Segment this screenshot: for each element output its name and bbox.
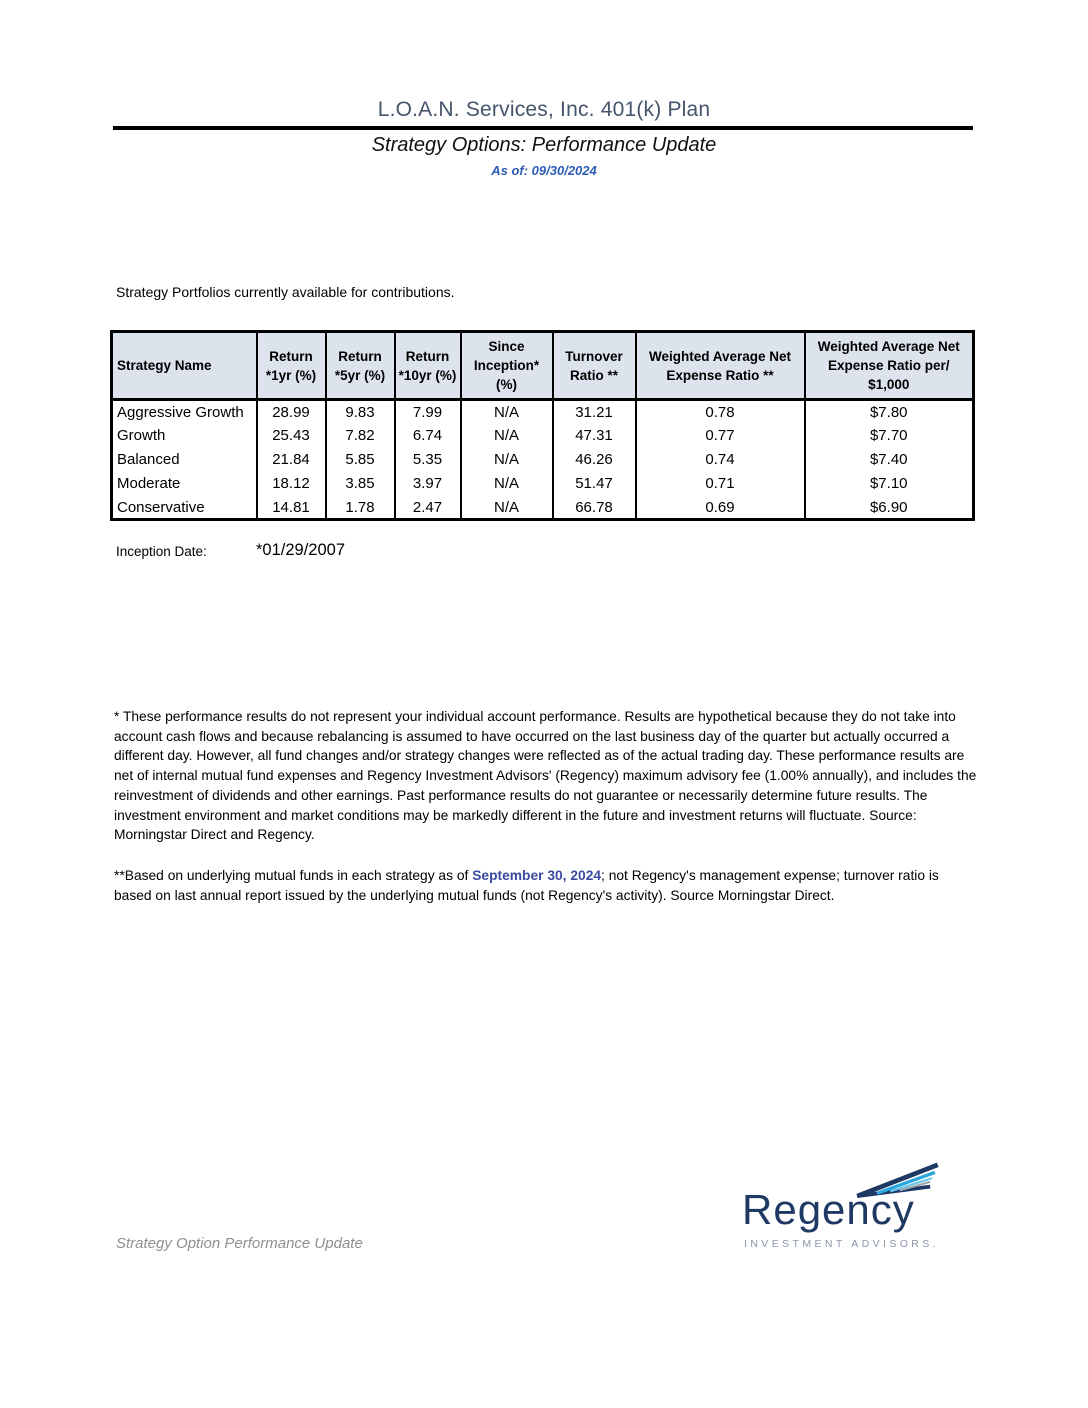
title-divider-rule <box>113 126 973 130</box>
footnote-2-prefix: **Based on underlying mutual funds in ea… <box>114 868 473 883</box>
as-of-date: As of: 09/30/2024 <box>491 163 597 178</box>
weighted-avg-ner-per-1000-cell: $6.90 <box>803 495 975 520</box>
since-inception-cell: N/A <box>459 447 554 472</box>
page-title: L.O.A.N. Services, Inc. 401(k) Plan <box>377 98 711 121</box>
strategy-name-cell: Aggressive Growth <box>110 399 258 424</box>
weighted-avg-ner-cell: 0.69 <box>634 495 806 520</box>
column-header-return-1yr: Return *1yr (%) <box>255 331 327 402</box>
return-1yr-cell: 21.84 <box>255 447 327 472</box>
weighted-avg-ner-cell: 0.74 <box>634 447 806 472</box>
footnote-2-suffix: ; not Regency's management expense; turn… <box>114 868 939 903</box>
inception-date-row: Inception Date: *01/29/2007 <box>116 541 345 559</box>
logo-tagline: INVESTMENT ADVISORS. <box>744 1238 939 1250</box>
since-inception-cell: N/A <box>459 423 554 448</box>
strategy-name-cell: Growth <box>110 423 258 448</box>
column-header-weighted-avg-ner-per-1000: Weighted Average Net Expense Ratio per/ … <box>803 331 975 402</box>
table-row: Growth 25.43 7.82 6.74 N/A 47.31 0.77 $7… <box>110 423 975 448</box>
turnover-ratio-cell: 31.21 <box>551 399 637 424</box>
weighted-avg-ner-per-1000-cell: $7.70 <box>803 423 975 448</box>
since-inception-cell: N/A <box>459 471 554 496</box>
return-5yr-cell: 7.82 <box>324 423 396 448</box>
return-10yr-cell: 3.97 <box>393 471 462 496</box>
turnover-ratio-cell: 66.78 <box>551 495 637 520</box>
column-header-return-5yr: Return *5yr (%) <box>324 331 396 402</box>
page-subtitle: Strategy Options: Performance Update <box>371 134 717 156</box>
return-5yr-cell: 3.85 <box>324 471 396 496</box>
return-5yr-cell: 1.78 <box>324 495 396 520</box>
return-10yr-cell: 5.35 <box>393 447 462 472</box>
return-1yr-cell: 25.43 <box>255 423 327 448</box>
footnote-2-date: September 30, 2024 <box>472 868 602 883</box>
inception-date-label: Inception Date: <box>116 544 207 559</box>
footnote-performance-disclaimer: * These performance results do not repre… <box>114 709 977 843</box>
regency-logo: Regency INVESTMENT ADVISORS. <box>742 1160 942 1255</box>
return-1yr-cell: 18.12 <box>255 471 327 496</box>
table-header-row: Strategy Name Return *1yr (%) Return *5y… <box>110 331 975 402</box>
table-row: Moderate 18.12 3.85 3.97 N/A 51.47 0.71 … <box>110 471 975 496</box>
weighted-avg-ner-cell: 0.77 <box>634 423 806 448</box>
logo-swoosh-icon <box>856 1162 939 1198</box>
column-header-return-10yr: Return *10yr (%) <box>393 331 462 402</box>
table-row: Conservative 14.81 1.78 2.47 N/A 66.78 0… <box>110 495 975 520</box>
column-header-weighted-avg-ner: Weighted Average Net Expense Ratio ** <box>634 331 806 402</box>
performance-table: Strategy Name Return *1yr (%) Return *5y… <box>110 330 975 522</box>
weighted-avg-ner-per-1000-cell: $7.10 <box>803 471 975 496</box>
return-1yr-cell: 14.81 <box>255 495 327 520</box>
footnote-underlying-funds: **Based on underlying mutual funds in ea… <box>114 866 978 905</box>
return-10yr-cell: 6.74 <box>393 423 462 448</box>
column-header-since-inception: Since Inception* (%) <box>459 331 554 402</box>
turnover-ratio-cell: 47.31 <box>551 423 637 448</box>
return-5yr-cell: 9.83 <box>324 399 396 424</box>
weighted-avg-ner-cell: 0.78 <box>634 399 806 424</box>
column-header-strategy-name: Strategy Name <box>110 331 258 402</box>
logo-wordmark: Regency <box>742 1186 915 1233</box>
inception-date-value: *01/29/2007 <box>256 541 346 559</box>
weighted-avg-ner-cell: 0.71 <box>634 471 806 496</box>
footer-document-title: Strategy Option Performance Update <box>116 1235 363 1252</box>
strategy-name-cell: Moderate <box>110 471 258 496</box>
weighted-avg-ner-per-1000-cell: $7.80 <box>803 399 975 424</box>
turnover-ratio-cell: 46.26 <box>551 447 637 472</box>
intro-text: Strategy Portfolios currently available … <box>116 284 455 300</box>
strategy-name-cell: Balanced <box>110 447 258 472</box>
strategy-name-cell: Conservative <box>110 495 258 520</box>
turnover-ratio-cell: 51.47 <box>551 471 637 496</box>
weighted-avg-ner-per-1000-cell: $7.40 <box>803 447 975 472</box>
return-1yr-cell: 28.99 <box>255 399 327 424</box>
return-10yr-cell: 7.99 <box>393 399 462 424</box>
column-header-turnover-ratio: Turnover Ratio ** <box>551 331 637 402</box>
table-row: Aggressive Growth 28.99 9.83 7.99 N/A 31… <box>110 399 975 424</box>
return-10yr-cell: 2.47 <box>393 495 462 520</box>
since-inception-cell: N/A <box>459 399 554 424</box>
return-5yr-cell: 5.85 <box>324 447 396 472</box>
since-inception-cell: N/A <box>459 495 554 520</box>
table-row: Balanced 21.84 5.85 5.35 N/A 46.26 0.74 … <box>110 447 975 472</box>
